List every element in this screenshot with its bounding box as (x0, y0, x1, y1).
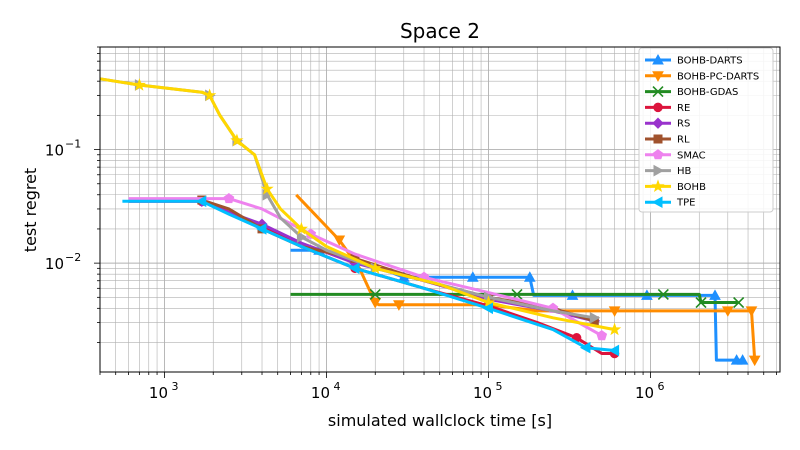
data-point-bohb-gdas (369, 288, 381, 301)
series-tpe (122, 195, 620, 357)
data-point-tpe (348, 262, 360, 275)
legend-label: BOHB-DARTS (677, 56, 743, 67)
legend: BOHB-DARTS BOHB-PC-DARTS BOHB-GDAS RE RS RL SM… (638, 47, 774, 213)
legend-marker (651, 196, 663, 209)
data-point-hb (296, 231, 308, 243)
data-point-bohb-pc-darts (608, 306, 621, 317)
legend-entry-smac: SMAC (645, 149, 706, 161)
data-point-hb (589, 311, 601, 324)
legend-marker (653, 164, 665, 177)
series-line-tpe (122, 199, 615, 352)
data-point-bohb-pc-darts (748, 355, 761, 367)
legend-marker (653, 102, 663, 113)
series-bohb (99, 77, 622, 336)
x-tick-label-exponent: 3 (171, 380, 178, 393)
series-re (128, 196, 620, 359)
series-line-bohb-gdas (290, 292, 739, 304)
grid (99, 46, 780, 372)
legend-label: BOHB-GDAS (677, 87, 738, 98)
legend-entry-re: RE (645, 102, 690, 114)
x-tick-label: 10 (311, 384, 330, 402)
data-point-smac (223, 192, 235, 204)
data-point-smac (596, 329, 608, 341)
data-point-tpe (608, 344, 620, 357)
data-point-bohb-darts (523, 271, 536, 282)
data-point-bohb-pc-darts (745, 306, 758, 317)
data-point-bohb (260, 181, 274, 195)
data-point-bohb-darts (466, 271, 479, 282)
x-tick-label: 10 (635, 384, 654, 402)
axis-ticks: 10 3 10 4 10 5 10 610 −210 −1 (45, 46, 777, 402)
chart-title: Space 2 (400, 19, 480, 43)
legend-entry-bohb: BOHB (645, 179, 706, 193)
legend-label: RS (677, 119, 690, 130)
data-point-bohb-gdas (657, 288, 669, 301)
data-point-bohb (368, 261, 382, 275)
legend-label: BOHB-PC-DARTS (677, 71, 759, 82)
data-point-bohb (132, 77, 147, 91)
x-axis-label: simulated wallclock time [s] (328, 411, 552, 430)
y-tick-label: 10 (45, 255, 64, 273)
data-point-bohb-pc-darts (393, 300, 405, 311)
data-point-bohb (230, 133, 244, 147)
legend-box (638, 47, 774, 213)
y-axis-label: test regret (21, 168, 40, 252)
x-tick-label-exponent: 6 (657, 380, 664, 393)
data-point-tpe (255, 223, 267, 235)
data-point-bohb (294, 221, 309, 235)
legend-label: RL (677, 135, 690, 146)
legend-entry-bohb-darts: BOHB-DARTS (645, 53, 743, 67)
legend-entry-bohb-pc-darts: BOHB-PC-DARTS (645, 71, 759, 82)
series-layer (99, 77, 761, 367)
legend-label: BOHB (677, 182, 706, 193)
legend-label: SMAC (677, 150, 706, 161)
data-point-bohb (607, 322, 622, 336)
legend-marker (653, 134, 663, 144)
legend-entry-rs: RS (645, 117, 690, 130)
x-tick-label-exponent: 4 (333, 380, 340, 393)
legend-label: RE (677, 103, 690, 114)
legend-entry-bohb-gdas: BOHB-GDAS (645, 86, 738, 98)
x-tick-label-exponent: 5 (495, 380, 502, 393)
legend-marker (652, 117, 664, 129)
x-tick-label: 10 (149, 384, 168, 402)
legend-marker (652, 53, 664, 65)
x-tick-label: 10 (473, 384, 492, 402)
legend-marker (652, 86, 664, 98)
data-point-tpe (579, 341, 591, 354)
legend-entry-hb: HB (645, 164, 692, 177)
data-point-bohb-gdas (733, 296, 745, 309)
data-point-bohb-pc-darts (369, 298, 382, 309)
y-tick-label-exponent: −1 (65, 138, 81, 151)
data-point-bohb-pc-darts (333, 235, 346, 247)
data-point-bohb (481, 295, 496, 309)
legend-entry-tpe: TPE (645, 196, 695, 209)
series-line-smac (128, 197, 603, 337)
legend-entry-rl: RL (645, 134, 690, 146)
legend-label: HB (677, 166, 692, 177)
legend-marker (652, 71, 664, 82)
data-point-bohb-gdas (695, 296, 707, 309)
legend-marker (652, 149, 664, 160)
data-point-bohb (202, 88, 217, 102)
series-bohb-gdas (290, 288, 745, 309)
legend-label: TPE (676, 198, 695, 209)
data-point-tpe (482, 302, 493, 315)
y-tick-label-exponent: −2 (65, 251, 81, 264)
data-point-tpe (195, 195, 207, 208)
series-line-re (128, 199, 615, 355)
data-point-bohb-darts (736, 354, 749, 365)
data-point-bohb-pc-darts (721, 306, 734, 317)
data-point-bohb-darts (709, 289, 721, 300)
y-tick-label: 10 (45, 142, 64, 160)
legend-marker (651, 179, 665, 192)
